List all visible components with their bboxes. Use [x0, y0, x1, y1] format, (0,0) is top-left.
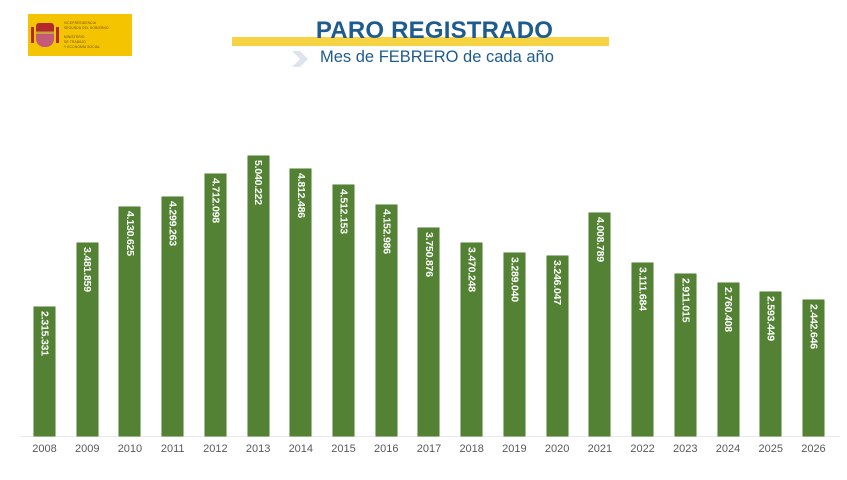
bar-2021: 4.008.789 [589, 213, 611, 436]
x-tick-label: 2024 [715, 443, 741, 455]
bar-value-label: 4.130.625 [123, 211, 136, 256]
x-tick-label: 2011 [160, 443, 185, 455]
bar-2018: 3.470.248 [461, 243, 483, 436]
bar-2023: 2.911.015 [674, 274, 696, 436]
x-tick-label: 2023 [673, 443, 698, 455]
bar-2022: 3.111.684 [632, 263, 654, 436]
bar-value-label: 3.750.876 [422, 232, 435, 277]
x-tick-label: 2014 [288, 443, 314, 455]
bar-2014: 4.812.486 [290, 169, 312, 436]
bar-2019: 3.289.040 [503, 253, 525, 436]
bar-2026: 2.442.646 [802, 300, 824, 436]
chart-title: PARO REGISTRADO [315, 17, 554, 44]
logo-line: MINISTERIO [64, 35, 85, 39]
bar-value-label: 2.315.331 [38, 311, 51, 356]
bar-2025: 2.593.449 [760, 292, 782, 436]
x-tick-label: 2021 [587, 443, 613, 455]
logo-line: DE TRABAJO [64, 40, 86, 44]
bar-value-label: 3.470.248 [465, 247, 478, 292]
title-accent-band [232, 37, 609, 46]
x-tick-label: 2013 [245, 443, 271, 455]
x-tick-label: 2018 [459, 443, 484, 455]
bar-value-label: 2.911.015 [679, 278, 692, 323]
bar-2017: 3.750.876 [418, 228, 440, 436]
ministry-logo: VICEPRESIDENCIA SEGUNDA DEL GOBIERNO MIN… [28, 14, 132, 56]
bar-value-label: 3.111.684 [636, 267, 649, 311]
bar-2020: 3.246.047 [546, 256, 568, 436]
bar-value-label: 3.289.040 [508, 257, 521, 302]
chart-subtitle: Mes de FEBRERO de cada año [320, 48, 554, 66]
bar-value-label: 4.512.153 [337, 189, 350, 234]
bar-2012: 4.712.098 [204, 174, 226, 436]
x-tick-label: 2010 [117, 443, 143, 455]
bar-2015: 4.512.153 [333, 185, 355, 436]
x-tick-label: 2008 [32, 443, 57, 455]
bar-value-label: 2.593.449 [764, 296, 777, 341]
x-tick-label: 2017 [416, 443, 442, 455]
bar-value-label: 4.812.486 [294, 173, 307, 218]
bar-2024: 2.760.408 [717, 283, 739, 436]
coat-of-arms-icon [31, 23, 59, 47]
x-tick-label: 2016 [374, 443, 399, 455]
bar-2008: 2.315.331 [34, 307, 55, 436]
bar-value-label: 3.481.859 [81, 247, 94, 292]
bar-value-label: 4.008.789 [593, 217, 606, 262]
x-tick-label: 2019 [502, 443, 527, 455]
bar-2016: 4.152.986 [375, 205, 397, 436]
bar-2013: 5.040.222 [247, 156, 269, 436]
bar-value-label: 4.712.098 [209, 178, 222, 223]
x-tick-label: 2026 [801, 443, 826, 455]
bar-value-label: 4.299.263 [166, 201, 179, 246]
x-tick-label: 2012 [203, 443, 228, 455]
logo-line: Y ECONOMÍA SOCIAL [64, 45, 101, 49]
x-tick-label: 2025 [758, 443, 783, 455]
x-tick-label: 2022 [630, 443, 655, 455]
bar-2011: 4.299.263 [162, 197, 184, 436]
x-tick-label: 2015 [331, 443, 356, 455]
bar-value-label: 2.442.646 [807, 304, 820, 349]
x-tick-label: 2020 [544, 443, 570, 455]
x-axis-line [20, 436, 840, 437]
bar-2009: 3.481.859 [76, 243, 98, 436]
logo-line: SEGUNDA DEL GOBIERNO [64, 26, 109, 30]
bar-value-label: 3.246.047 [551, 260, 564, 305]
x-tick-label: 2009 [74, 443, 100, 455]
logo-line: VICEPRESIDENCIA [64, 21, 97, 25]
bar-2010: 4.130.625 [119, 207, 141, 436]
bar-value-label: 5.040.222 [252, 160, 265, 205]
bar-value-label: 4.152.986 [380, 209, 393, 254]
bar-value-label: 2.760.408 [722, 287, 735, 332]
